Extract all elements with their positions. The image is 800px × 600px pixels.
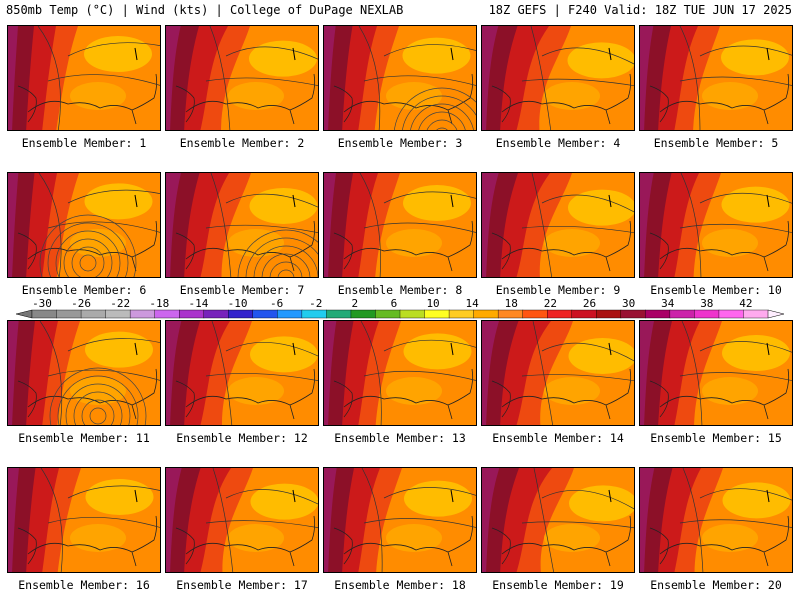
colorbar-segment: [448, 309, 475, 319]
ensemble-member-map: [639, 172, 793, 278]
colorbar-segment: [669, 309, 695, 319]
ensemble-member-map: [639, 320, 793, 426]
colorbar-tick-label: 38: [700, 298, 713, 310]
colorbar-tick-label: 2: [352, 298, 359, 310]
colorbar-tick-label: 26: [583, 298, 596, 310]
colorbar-tick-label: -26: [71, 298, 91, 310]
ensemble-member-label: Ensemble Member: 6: [21, 283, 147, 297]
colorbar-segment: [620, 309, 646, 319]
colorbar-tick-label: 6: [391, 298, 398, 310]
ensemble-member-label: Ensemble Member: 14: [492, 431, 624, 445]
ensemble-member-map: [7, 172, 161, 278]
ensemble-member-label: Ensemble Member: 17: [176, 578, 308, 592]
ensemble-member-label: Ensemble Member: 4: [495, 136, 621, 150]
ensemble-member-map: [7, 467, 161, 573]
ensemble-member-map: [165, 320, 319, 426]
colorbar-segment: [129, 309, 156, 319]
colorbar-tick-label: -10: [228, 298, 248, 310]
colorbar-segment: [571, 309, 597, 319]
colorbar-tick-label: 10: [426, 298, 439, 310]
colorbar-segment: [718, 309, 744, 319]
colorbar-segment: [178, 309, 205, 319]
colorbar-segment: [31, 309, 58, 319]
colorbar-segment: [326, 309, 352, 319]
ensemble-member-map: [165, 467, 319, 573]
colorbar-segment: [743, 309, 769, 319]
colorbar-segment: [645, 309, 671, 319]
colorbar-segment: [547, 309, 573, 319]
colorbar-tick-label: -2: [309, 298, 322, 310]
ensemble-member-map: [639, 25, 793, 131]
colorbar-segment: [694, 309, 720, 319]
colorbar-segment: [228, 309, 254, 319]
model-run-info: 18Z GEFS | F240 Valid: 18Z TUE JUN 17 20…: [488, 3, 792, 17]
colorbar-segment: [473, 309, 499, 319]
ensemble-member-label: Ensemble Member: 8: [337, 283, 463, 297]
ensemble-member-map: [323, 467, 477, 573]
colorbar-segment: [399, 309, 426, 319]
ensemble-member-map: [165, 172, 319, 278]
ensemble-member-label: Ensemble Member: 13: [334, 431, 466, 445]
colorbar-tick-label: 30: [622, 298, 635, 310]
colorbar-tick-label: -18: [149, 298, 169, 310]
ensemble-member-map: [481, 320, 635, 426]
colorbar-tick-label: 34: [661, 298, 675, 310]
ensemble-member-label: Ensemble Member: 11: [18, 431, 150, 445]
colorbar-segment: [56, 309, 82, 319]
ensemble-member-map: [323, 320, 477, 426]
colorbar-segment: [522, 309, 548, 319]
colorbar-tick-label: 14: [466, 298, 480, 310]
ensemble-member-label: Ensemble Member: 1: [21, 136, 147, 150]
ensemble-member-map: [481, 467, 635, 573]
colorbar-tick-label: -22: [110, 298, 130, 310]
colorbar-segment: [375, 309, 401, 319]
ensemble-member-map: [481, 172, 635, 278]
ensemble-member-label: Ensemble Member: 19: [492, 578, 624, 592]
colorbar-tick-label: 22: [544, 298, 557, 310]
ensemble-member-label: Ensemble Member: 12: [176, 431, 308, 445]
ensemble-member-map: [323, 172, 477, 278]
colorbar-tick-label: -30: [32, 298, 52, 310]
ensemble-member-label: Ensemble Member: 15: [650, 431, 782, 445]
colorbar-low-arrow: [15, 309, 33, 319]
colorbar-tick-label: 18: [505, 298, 518, 310]
colorbar-tick-label: -6: [270, 298, 283, 310]
colorbar-segment: [252, 309, 278, 319]
ensemble-member-map: [7, 320, 161, 426]
colorbar-segment: [105, 309, 131, 319]
colorbar-segment: [80, 309, 107, 319]
ensemble-member-label: Ensemble Member: 16: [18, 578, 150, 592]
colorbar-segment: [424, 309, 450, 319]
colorbar-segment: [301, 309, 327, 319]
ensemble-member-map: [639, 467, 793, 573]
colorbar-tick-label: 42: [739, 298, 752, 310]
ensemble-member-label: Ensemble Member: 5: [653, 136, 779, 150]
colorbar-segment: [596, 309, 622, 319]
ensemble-member-label: Ensemble Member: 3: [337, 136, 463, 150]
colorbar-segment: [277, 309, 303, 319]
ensemble-member-label: Ensemble Member: 7: [179, 283, 305, 297]
map-title: 850mb Temp (°C) | Wind (kts) | College o…: [6, 3, 404, 17]
ensemble-member-label: Ensemble Member: 9: [495, 283, 621, 297]
ensemble-member-label: Ensemble Member: 20: [650, 578, 782, 592]
colorbar-segment: [350, 309, 376, 319]
colorbar-segment: [497, 309, 524, 319]
ensemble-member-label: Ensemble Member: 10: [650, 283, 782, 297]
ensemble-member-map: [481, 25, 635, 131]
ensemble-member-map: [7, 25, 161, 131]
colorbar-high-arrow: [767, 309, 785, 319]
ensemble-member-map: [165, 25, 319, 131]
colorbar-segment: [203, 309, 229, 319]
colorbar-tick-label: -14: [188, 298, 208, 310]
colorbar-segment: [154, 309, 180, 319]
ensemble-member-map: [323, 25, 477, 131]
temperature-colorbar: -30 -26 -22 -18 -14 -10 -6 -2 2 6 10 14 18 22 26 30 34 38…: [15, 298, 785, 319]
ensemble-member-label: Ensemble Member: 18: [334, 578, 466, 592]
ensemble-member-label: Ensemble Member: 2: [179, 136, 305, 150]
